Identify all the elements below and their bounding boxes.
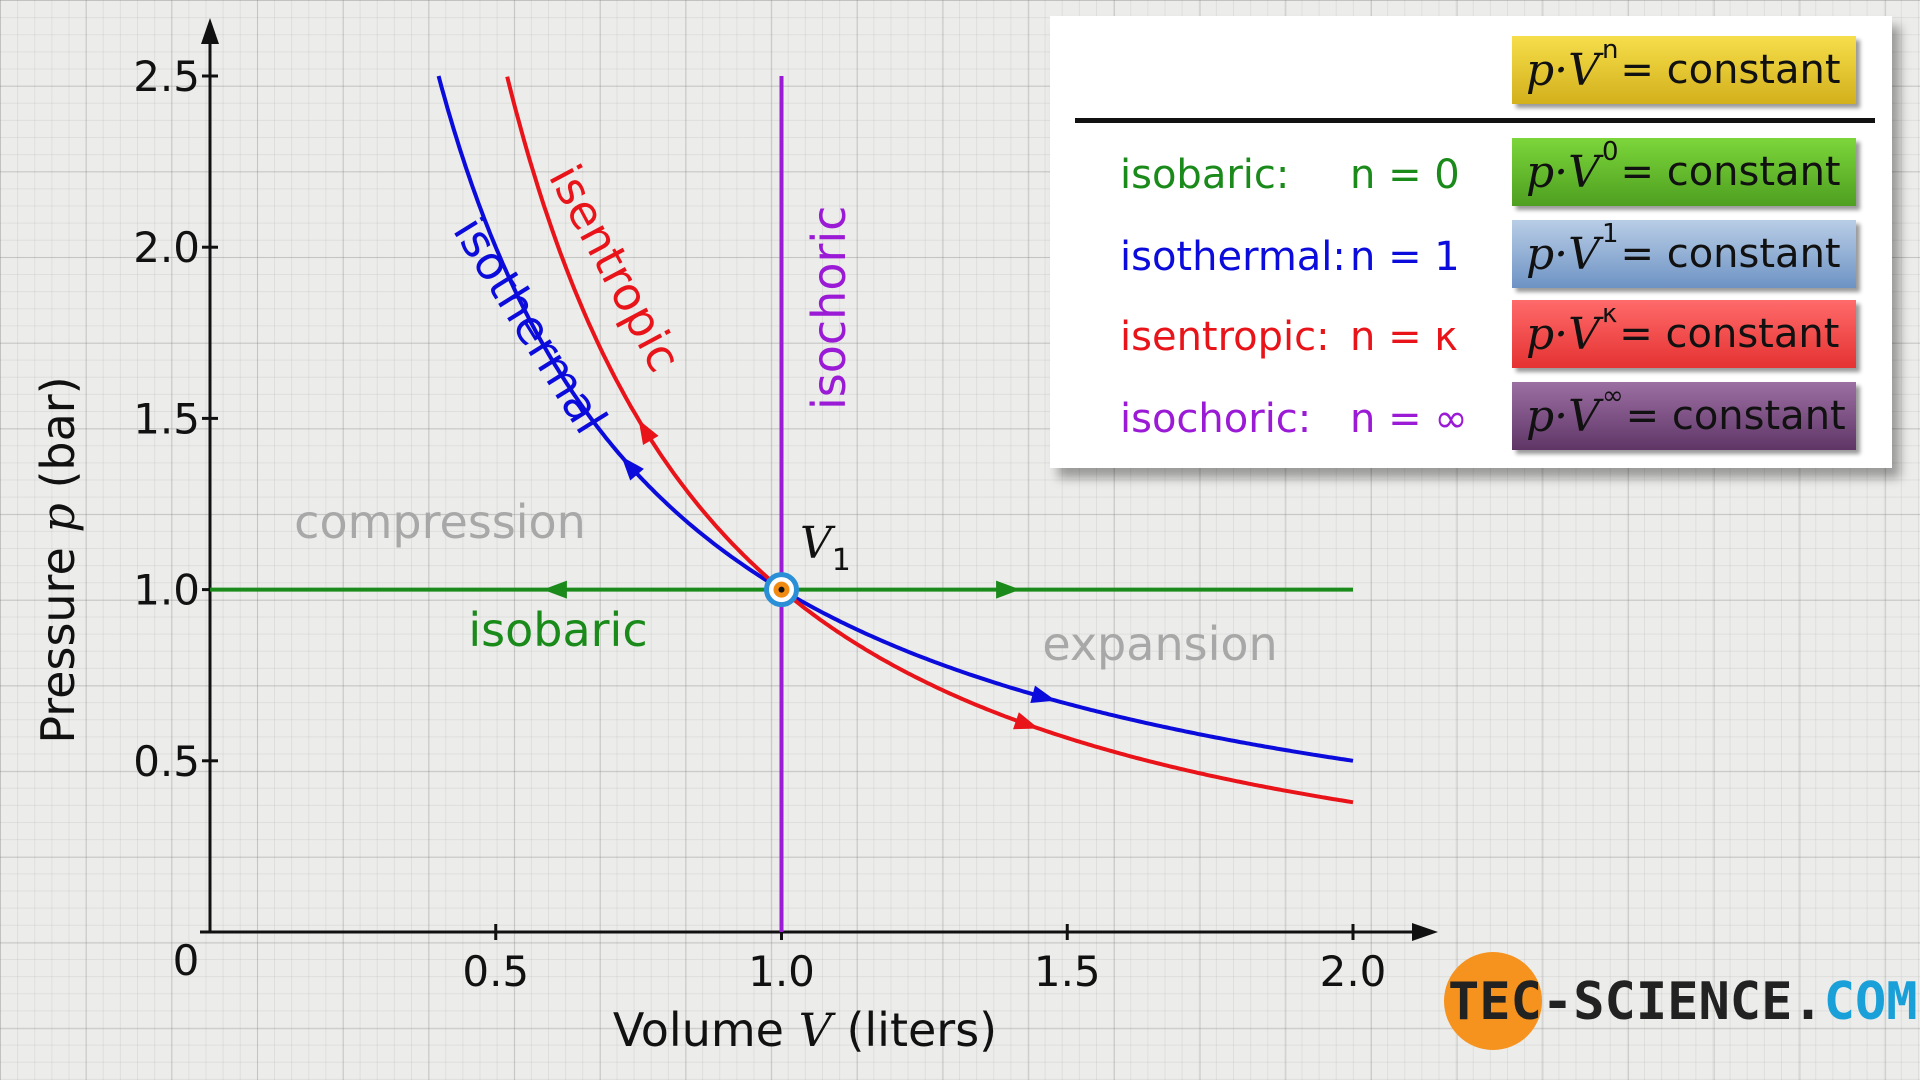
expansion-label: expansion: [1042, 617, 1277, 671]
x-tick-label: 1.5: [1034, 947, 1101, 996]
legend-exponent-value: n = κ: [1350, 314, 1458, 360]
legend-process-name: isobaric:: [1120, 152, 1290, 198]
isochoric-label: isochoric: [802, 206, 856, 410]
legend-pv: p·V: [1526, 228, 1600, 280]
point-v1-dot: [778, 586, 785, 593]
x-axis-arrow: [1412, 923, 1438, 941]
isentropic-arrow-compression: [638, 419, 659, 446]
isobaric-arrow-left: [542, 580, 567, 599]
legend-constant: = constant: [1619, 311, 1840, 357]
legend-panel: p·V n = constant isobaric: n = 0 p·V 0 = const…: [1050, 16, 1892, 468]
tec-science-logo: TEC-SCIENCE.COM: [1444, 950, 1918, 1050]
compression-label: compression: [294, 495, 586, 549]
legend-row: isothermal: n = 1 p·V 1 = constant: [1050, 219, 1892, 294]
legend-process-name: isothermal:: [1120, 234, 1346, 280]
x-axis-title: Volume V (liters): [613, 1003, 997, 1057]
ticks: 0.5 1.0 1.5 2.0 0.5 1.0 1.5 2.0 2.5: [133, 52, 1386, 996]
y-tick-label: 2.5: [133, 52, 200, 101]
legend-row: isentropic: n = κ p·V κ = constant: [1050, 299, 1892, 374]
x-tick-label: 2.0: [1320, 947, 1387, 996]
legend-exp: κ: [1601, 299, 1618, 329]
curves: [210, 75, 1354, 932]
origin-label: 0: [173, 936, 200, 985]
isothermal-curve: [436, 75, 1354, 763]
y-tick-label: 1.0: [133, 566, 200, 615]
legend-formula-box: p·V κ = constant: [1512, 299, 1856, 368]
legend-pv: p·V: [1526, 146, 1600, 198]
legend-header-constant: = constant: [1620, 47, 1841, 93]
isentropic-arrow-expansion: [1013, 712, 1039, 730]
point-v1-label: V1: [800, 518, 851, 578]
y-tick-label: 1.5: [133, 394, 200, 443]
x-tick-label: 0.5: [462, 947, 529, 996]
y-tick-label: 2.0: [133, 223, 200, 272]
legend-formula-box: p·V 1 = constant: [1512, 219, 1856, 288]
legend-process-name: isochoric:: [1120, 396, 1312, 442]
legend-exponent-value: n = 0: [1350, 152, 1460, 198]
point-v1: [764, 572, 799, 608]
isothermal-arrow-compression: [621, 456, 644, 481]
legend-formula-box: p·V 0 = constant: [1512, 137, 1856, 206]
legend-formula-box: p·V ∞ = constant: [1512, 381, 1856, 450]
legend-header-exp: n: [1601, 35, 1619, 65]
legend-process-name: isentropic:: [1120, 314, 1330, 360]
isobaric-label: isobaric: [468, 603, 647, 657]
y-axis-title: Pressure p (bar): [31, 376, 85, 743]
logo-text: TEC-SCIENCE.COM: [1448, 972, 1918, 1032]
legend-divider: [1075, 118, 1875, 123]
legend-exponent-value: n = ∞: [1350, 396, 1468, 442]
legend-constant: = constant: [1620, 149, 1841, 195]
legend-exponent-value: n = 1: [1350, 234, 1460, 280]
legend-exp: 1: [1601, 219, 1619, 249]
legend-pv: p·V: [1526, 308, 1600, 360]
legend-header-pv: p·V: [1526, 44, 1600, 96]
legend-constant: = constant: [1625, 393, 1846, 439]
logo-circle: [1444, 952, 1542, 1050]
legend-exp: ∞: [1601, 381, 1624, 411]
legend-constant: = constant: [1620, 231, 1841, 277]
y-axis-arrow: [201, 18, 219, 44]
x-tick-label: 1.0: [748, 947, 815, 996]
legend-exp: 0: [1601, 137, 1619, 167]
isobaric-arrow-right: [996, 580, 1021, 599]
legend-header-box: p·V n = constant: [1512, 35, 1856, 104]
legend-row: isochoric: n = ∞ p·V ∞ = constant: [1050, 381, 1892, 456]
legend-pv: p·V: [1526, 390, 1600, 442]
y-tick-label: 0.5: [133, 737, 200, 786]
isothermal-arrow-expansion: [1030, 685, 1056, 704]
legend-row: isobaric: n = 0 p·V 0 = constant: [1050, 137, 1892, 212]
